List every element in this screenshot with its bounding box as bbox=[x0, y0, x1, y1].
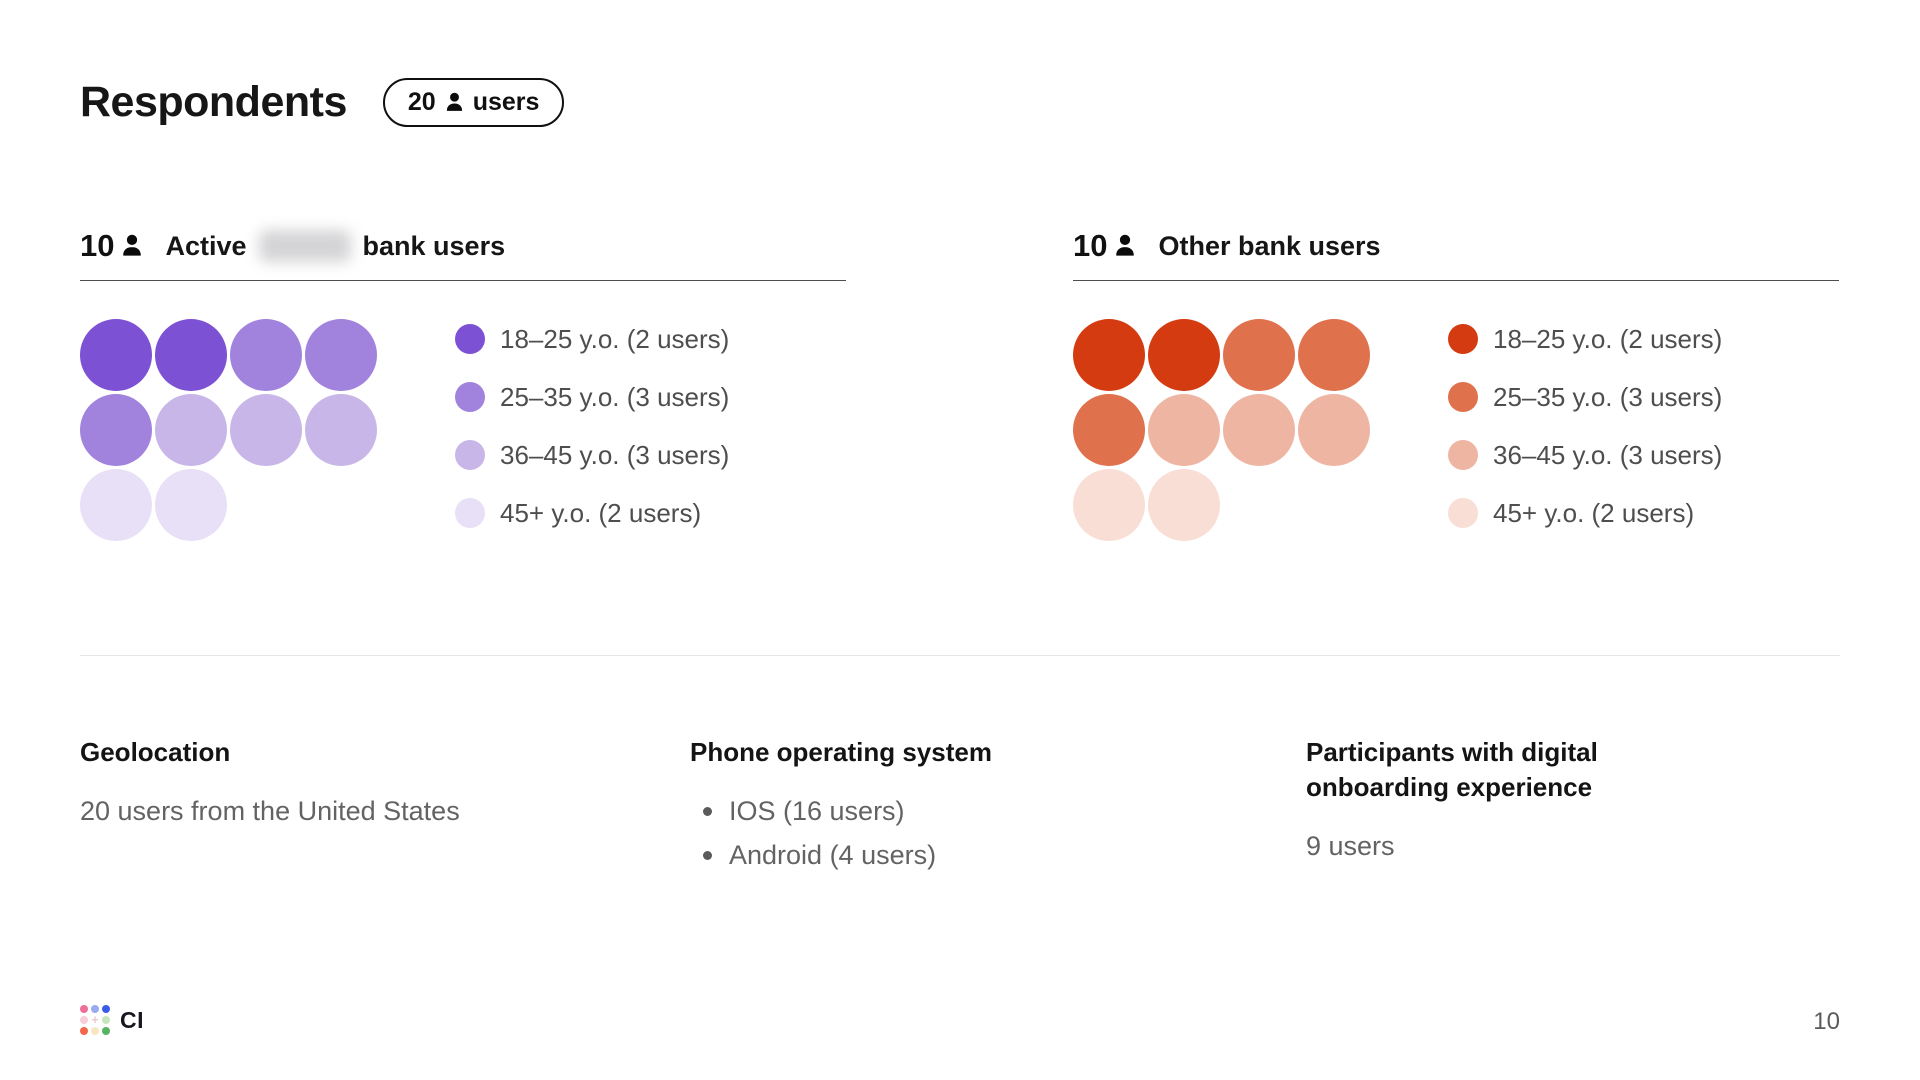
legend-dot bbox=[1448, 498, 1478, 528]
legend-label: 25–35 y.o. (3 users) bbox=[1493, 381, 1723, 412]
logo-text: CI bbox=[120, 1006, 144, 1033]
legend-label: 36–45 y.o. (3 users) bbox=[1493, 439, 1723, 470]
legend-row: 36–45 y.o. (3 users) bbox=[1448, 437, 1722, 473]
group-title: Other bank users bbox=[1158, 231, 1380, 262]
legend-row: 45+ y.o. (2 users) bbox=[1448, 495, 1722, 531]
group-title: Active bank users bbox=[165, 230, 505, 262]
legend-label: 45+ y.o. (2 users) bbox=[1493, 497, 1695, 528]
unit-dot-chart bbox=[80, 319, 377, 541]
logo-dot bbox=[102, 1005, 110, 1013]
respondent-dot bbox=[230, 319, 302, 391]
group-content: 18–25 y.o. (2 users) 25–35 y.o. (3 users)… bbox=[1073, 319, 1839, 541]
legend-row: 18–25 y.o. (2 users) bbox=[1448, 321, 1722, 357]
group-header: 10 Active bank users bbox=[80, 228, 846, 281]
badge-count: 20 bbox=[407, 88, 436, 116]
respondent-dot bbox=[1073, 469, 1145, 541]
respondent-dot bbox=[155, 469, 227, 541]
group-header: 10 Other bank users bbox=[1073, 228, 1839, 281]
footer-logo: + CI bbox=[80, 1005, 144, 1035]
respondent-groups: 10 Active bank users 18–25 y.o. (2 users… bbox=[80, 228, 1839, 541]
legend-row: 25–35 y.o. (3 users) bbox=[1448, 379, 1722, 415]
legend-label: 45+ y.o. (2 users) bbox=[500, 497, 702, 528]
legend-dot bbox=[1448, 324, 1478, 354]
logo-dot bbox=[80, 1027, 88, 1035]
redacted-bank-name bbox=[258, 230, 351, 262]
respondent-dot bbox=[1223, 394, 1295, 466]
onboarding-heading: Participants with digital onboarding exp… bbox=[1306, 737, 1598, 802]
respondent-dot bbox=[80, 394, 152, 466]
respondent-dot bbox=[155, 394, 227, 466]
unit-dot-chart bbox=[1073, 319, 1370, 541]
onboarding-text: 9 users bbox=[1306, 830, 1395, 861]
onboarding-section: Participants with digital onboarding exp… bbox=[1306, 735, 1666, 862]
logo-dot bbox=[80, 1005, 88, 1013]
logo-dot bbox=[80, 1016, 88, 1024]
legend-dot bbox=[455, 324, 485, 354]
person-icon bbox=[445, 92, 464, 113]
group-title-text: Active bbox=[165, 230, 247, 261]
age-legend: 18–25 y.o. (2 users) 25–35 y.o. (3 users)… bbox=[1448, 321, 1722, 541]
legend-row: 45+ y.o. (2 users) bbox=[455, 495, 729, 531]
respondent-dot bbox=[1073, 319, 1145, 391]
logo-dots-icon: + bbox=[80, 1005, 110, 1035]
respondent-dot bbox=[1073, 394, 1145, 466]
respondent-dot bbox=[1223, 319, 1295, 391]
respondent-dot bbox=[1148, 319, 1220, 391]
age-legend: 18–25 y.o. (2 users) 25–35 y.o. (3 users)… bbox=[455, 321, 729, 541]
title-row: Respondents 20 users bbox=[80, 78, 565, 127]
respondent-dot bbox=[1298, 394, 1370, 466]
respondent-dot bbox=[80, 469, 152, 541]
respondent-dot bbox=[155, 319, 227, 391]
person-icon bbox=[1114, 234, 1136, 258]
respondent-dot bbox=[1298, 319, 1370, 391]
legend-label: 18–25 y.o. (2 users) bbox=[1493, 323, 1723, 354]
page-number: 10 bbox=[1813, 1008, 1840, 1035]
legend-row: 18–25 y.o. (2 users) bbox=[455, 321, 729, 357]
group-content: 18–25 y.o. (2 users) 25–35 y.o. (3 users)… bbox=[80, 319, 846, 541]
group-other-bank-users: 10 Other bank users 18–25 y.o. (2 users)… bbox=[1073, 228, 1839, 541]
group-title-text: Other bank users bbox=[1158, 230, 1381, 261]
geolocation-heading: Geolocation bbox=[80, 737, 231, 767]
phone-os-section: Phone operating system IOS (16 users) An… bbox=[690, 735, 1250, 871]
badge-label: users bbox=[472, 88, 540, 116]
legend-dot bbox=[1448, 440, 1478, 470]
respondent-dot bbox=[80, 319, 152, 391]
group-title-text-suffix: bank users bbox=[362, 230, 506, 261]
legend-dot bbox=[455, 382, 485, 412]
person-icon bbox=[121, 234, 143, 258]
legend-dot bbox=[1448, 382, 1478, 412]
phone-os-heading: Phone operating system bbox=[690, 737, 992, 767]
respondent-dot bbox=[230, 394, 302, 466]
section-divider bbox=[80, 655, 1840, 656]
group-count: 10 bbox=[1073, 228, 1108, 263]
total-users-badge: 20 users bbox=[382, 78, 565, 127]
respondent-dot bbox=[305, 319, 377, 391]
legend-dot bbox=[455, 498, 485, 528]
group-active-bank-users: 10 Active bank users 18–25 y.o. (2 users… bbox=[80, 228, 846, 541]
legend-row: 25–35 y.o. (3 users) bbox=[455, 379, 729, 415]
logo-dot bbox=[102, 1016, 110, 1024]
legend-label: 25–35 y.o. (3 users) bbox=[500, 381, 730, 412]
legend-dot bbox=[455, 440, 485, 470]
os-list-item: IOS (16 users) bbox=[690, 796, 1250, 827]
legend-row: 36–45 y.o. (3 users) bbox=[455, 437, 729, 473]
logo-dot bbox=[102, 1027, 110, 1035]
page-title: Respondents bbox=[80, 78, 347, 126]
logo-dot bbox=[91, 1005, 99, 1013]
geolocation-text: 20 users from the United States bbox=[80, 795, 460, 826]
logo-plus-icon: + bbox=[91, 1012, 99, 1027]
legend-label: 18–25 y.o. (2 users) bbox=[500, 323, 730, 354]
respondent-dot bbox=[1148, 469, 1220, 541]
bottom-stats: Geolocation 20 users from the United Sta… bbox=[80, 735, 1840, 935]
logo-dot bbox=[91, 1027, 99, 1035]
respondent-dot bbox=[1148, 394, 1220, 466]
respondent-dot bbox=[305, 394, 377, 466]
geolocation-section: Geolocation 20 users from the United Sta… bbox=[80, 735, 640, 827]
legend-label: 36–45 y.o. (3 users) bbox=[500, 439, 730, 470]
os-list-item: Android (4 users) bbox=[690, 840, 1250, 871]
phone-os-list: IOS (16 users) Android (4 users) bbox=[690, 796, 1250, 871]
group-count: 10 bbox=[80, 228, 115, 263]
